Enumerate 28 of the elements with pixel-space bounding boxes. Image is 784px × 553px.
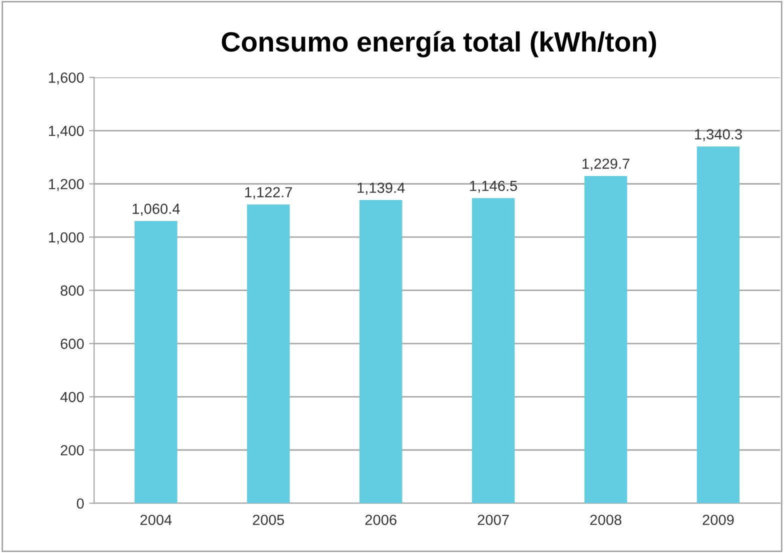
bar (472, 198, 515, 504)
y-tick-label: 200 (60, 445, 84, 456)
y-tick-label: 0 (76, 498, 84, 509)
y-tick-label: 1,400 (48, 126, 84, 138)
y-tick-label: 600 (60, 338, 84, 349)
data-label: 1,340.3 (695, 129, 742, 142)
x-tick-label: 2008 (590, 514, 622, 526)
y-tick-label: 1,000 (48, 232, 84, 244)
bar (134, 221, 178, 504)
data-label: 1,122.7 (245, 187, 292, 200)
bar (696, 146, 740, 504)
data-label: 1,229.7 (582, 158, 630, 171)
bar (584, 176, 628, 504)
data-label: 1,060.4 (132, 204, 180, 216)
x-tick-label: 2004 (140, 514, 172, 526)
x-tick-label: 2007 (478, 514, 509, 526)
data-label: 1,139.4 (358, 182, 405, 195)
x-tick-label: 2009 (702, 514, 734, 526)
y-tick-label: 1,600 (48, 72, 84, 85)
y-tick-label: 1,200 (48, 178, 84, 192)
chart-title: Consumo energía total (kWh/ton) (222, 31, 656, 58)
data-label: 1,146.5 (470, 180, 518, 193)
x-tick-label: 2005 (252, 514, 284, 526)
x-tick-label: 2006 (365, 514, 396, 526)
y-tick-label: 400 (60, 392, 84, 402)
bar (247, 204, 290, 504)
bar (359, 200, 402, 504)
y-tick-label: 800 (60, 285, 84, 296)
